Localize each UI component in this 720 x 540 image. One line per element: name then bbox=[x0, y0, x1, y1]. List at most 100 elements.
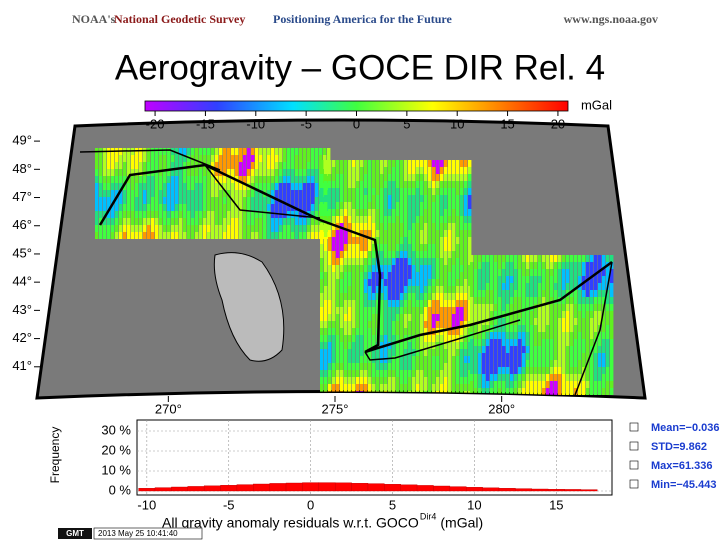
anomaly-cell bbox=[167, 204, 171, 211]
anomaly-cell bbox=[336, 300, 340, 307]
anomaly-cell bbox=[279, 148, 283, 155]
anomaly-cell bbox=[295, 218, 299, 225]
anomaly-cell bbox=[380, 265, 384, 272]
anomaly-cell bbox=[440, 349, 444, 356]
anomaly-cell bbox=[436, 209, 440, 216]
anomaly-cell bbox=[452, 328, 456, 335]
anomaly-cell bbox=[428, 230, 432, 237]
anomaly-cell bbox=[452, 174, 456, 181]
anomaly-cell bbox=[107, 232, 111, 239]
anomaly-cell bbox=[352, 272, 356, 279]
anomaly-cell bbox=[606, 325, 610, 332]
anomaly-cell bbox=[420, 230, 424, 237]
anomaly-cell bbox=[191, 190, 195, 197]
histogram-bar bbox=[138, 488, 156, 492]
anomaly-cell bbox=[372, 272, 376, 279]
anomaly-cell bbox=[327, 155, 331, 162]
anomaly-cell bbox=[171, 176, 175, 183]
anomaly-cell bbox=[554, 283, 558, 290]
anomaly-cell bbox=[468, 349, 472, 356]
anomaly-cell bbox=[494, 262, 498, 269]
anomaly-cell bbox=[203, 176, 207, 183]
anomaly-cell bbox=[95, 225, 99, 232]
anomaly-cell bbox=[344, 230, 348, 237]
anomaly-cell bbox=[546, 269, 550, 276]
anomaly-cell bbox=[448, 181, 452, 188]
anomaly-cell bbox=[352, 286, 356, 293]
anomaly-cell bbox=[590, 311, 594, 318]
anomaly-cell bbox=[336, 174, 340, 181]
anomaly-cell bbox=[408, 195, 412, 202]
anomaly-cell bbox=[167, 211, 171, 218]
anomaly-cell bbox=[396, 307, 400, 314]
anomaly-cell bbox=[574, 339, 578, 346]
anomaly-cell bbox=[428, 181, 432, 188]
anomaly-cell bbox=[311, 190, 315, 197]
anomaly-cell bbox=[380, 160, 384, 167]
anomaly-cell bbox=[320, 328, 324, 335]
anomaly-cell bbox=[344, 272, 348, 279]
anomaly-cell bbox=[332, 293, 336, 300]
anomaly-cell bbox=[510, 346, 514, 353]
anomaly-cell bbox=[582, 304, 586, 311]
anomaly-cell bbox=[470, 283, 474, 290]
anomaly-cell bbox=[424, 328, 428, 335]
anomaly-cell bbox=[360, 188, 364, 195]
anomaly-cell bbox=[364, 230, 368, 237]
anomaly-cell bbox=[336, 314, 340, 321]
anomaly-cell bbox=[452, 286, 456, 293]
anomaly-cell bbox=[570, 262, 574, 269]
anomaly-cell bbox=[348, 167, 352, 174]
anomaly-cell bbox=[606, 353, 610, 360]
anomaly-cell bbox=[412, 286, 416, 293]
anomaly-cell bbox=[448, 342, 452, 349]
anomaly-cell bbox=[412, 244, 416, 251]
anomaly-cell bbox=[474, 332, 478, 339]
anomaly-cell bbox=[328, 286, 332, 293]
anomaly-cell bbox=[259, 155, 263, 162]
anomaly-cell bbox=[554, 311, 558, 318]
anomaly-cell bbox=[400, 251, 404, 258]
anomaly-cell bbox=[307, 169, 311, 176]
anomaly-cell bbox=[271, 176, 275, 183]
anomaly-cell bbox=[211, 225, 215, 232]
anomaly-cell bbox=[376, 370, 380, 377]
anomaly-cell bbox=[440, 244, 444, 251]
anomaly-cell bbox=[95, 169, 99, 176]
anomaly-cell bbox=[436, 195, 440, 202]
anomaly-cell bbox=[356, 265, 360, 272]
anomaly-cell bbox=[428, 349, 432, 356]
anomaly-cell bbox=[115, 211, 119, 218]
anomaly-cell bbox=[400, 363, 404, 370]
anomaly-cell bbox=[332, 377, 336, 384]
anomaly-cell bbox=[468, 202, 472, 209]
anomaly-cell bbox=[460, 216, 464, 223]
anomaly-cell bbox=[558, 374, 562, 381]
anomaly-cell bbox=[295, 162, 299, 169]
anomaly-cell bbox=[247, 176, 251, 183]
timestamp: 2013 May 25 10:41:40 bbox=[98, 529, 178, 538]
anomaly-cell bbox=[368, 237, 372, 244]
anomaly-cell bbox=[372, 384, 376, 391]
anomaly-cell bbox=[494, 283, 498, 290]
anomaly-cell bbox=[494, 353, 498, 360]
anomaly-cell bbox=[207, 155, 211, 162]
anomaly-cell bbox=[562, 290, 566, 297]
anomaly-cell bbox=[344, 356, 348, 363]
anomaly-cell bbox=[239, 211, 243, 218]
anomaly-cell bbox=[464, 188, 468, 195]
anomaly-cell bbox=[606, 269, 610, 276]
anomaly-cell bbox=[542, 276, 546, 283]
anomaly-cell bbox=[456, 181, 460, 188]
anomaly-cell bbox=[514, 276, 518, 283]
anomaly-cell bbox=[171, 162, 175, 169]
anomaly-cell bbox=[444, 265, 448, 272]
anomaly-cell bbox=[344, 279, 348, 286]
anomaly-cell bbox=[478, 283, 482, 290]
anomaly-cell bbox=[279, 225, 283, 232]
anomaly-cell bbox=[380, 202, 384, 209]
anomaly-cell bbox=[111, 190, 115, 197]
anomaly-cell bbox=[295, 183, 299, 190]
anomaly-cell bbox=[392, 160, 396, 167]
anomaly-cell bbox=[494, 374, 498, 381]
